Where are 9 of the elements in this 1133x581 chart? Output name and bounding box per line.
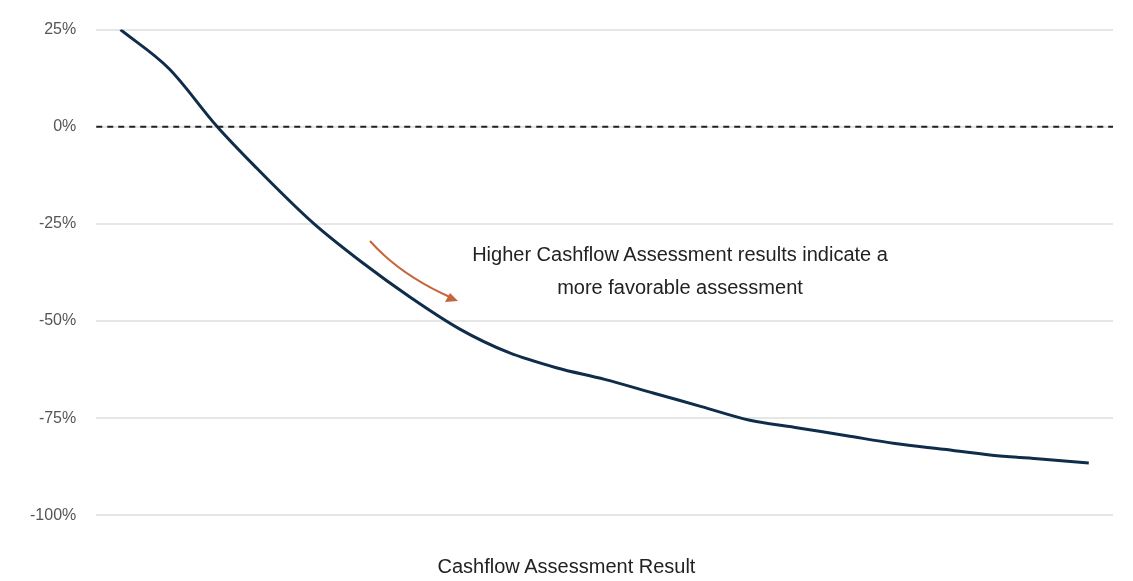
y-tick-label: 25% (44, 20, 77, 38)
y-tick-label: 0% (53, 117, 77, 135)
y-tick-label: -50% (38, 311, 77, 329)
annotation: Higher Cashflow Assessment results indicate a more favorable assessment (471, 242, 889, 300)
line-series (118, 29, 1091, 465)
y-tick-label: -25% (38, 214, 77, 232)
x-axis-title: Cashflow Assessment Result (436, 555, 697, 578)
y-tick-label: -75% (38, 408, 77, 426)
y-tick-label: -100% (30, 505, 77, 523)
